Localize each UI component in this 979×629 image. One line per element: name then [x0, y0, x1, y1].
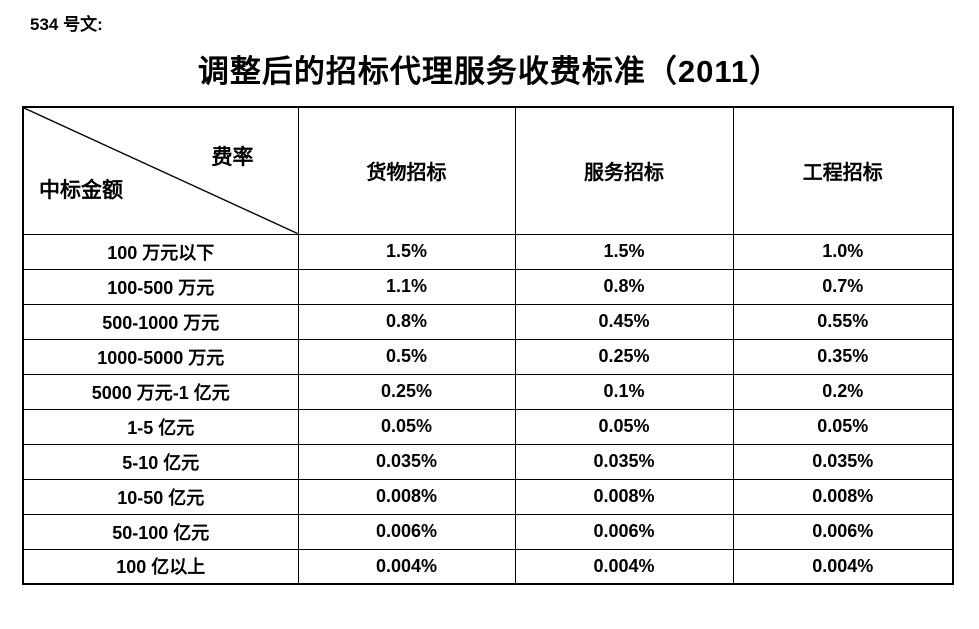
table-row: 5-10 亿元 0.035% 0.035% 0.035%	[22, 443, 954, 480]
rate-cell: 0.004%	[732, 548, 954, 585]
amount-tier-cell: 1000-5000 万元	[22, 338, 299, 375]
amount-tier-cell: 500-1000 万元	[22, 303, 299, 340]
table-row: 5000 万元-1 亿元 0.25% 0.1% 0.2%	[22, 373, 954, 410]
corner-label-amount: 中标金额	[39, 178, 123, 202]
rate-cell: 0.035%	[297, 443, 516, 480]
corner-label-rate: 费率	[211, 146, 254, 169]
table-row: 500-1000 万元 0.8% 0.45% 0.55%	[22, 303, 954, 340]
table-row: 100 亿以上 0.004% 0.004% 0.004%	[22, 548, 954, 585]
amount-tier-cell: 100-500 万元	[22, 268, 299, 305]
diagonal-divider-line	[24, 108, 298, 234]
table-row: 100 万元以下 1.5% 1.5% 1.0%	[22, 233, 954, 270]
rate-cell: 0.55%	[732, 303, 954, 340]
diagonal-header-cell: 费率 中标金额	[22, 106, 299, 235]
amount-tier-cell: 10-50 亿元	[22, 478, 299, 515]
table-row: 1-5 亿元 0.05% 0.05% 0.05%	[22, 408, 954, 445]
rate-cell: 0.035%	[732, 443, 954, 480]
column-header-services: 服务招标	[514, 106, 734, 235]
rate-cell: 0.006%	[732, 513, 954, 550]
rate-cell: 0.8%	[514, 268, 734, 305]
rate-cell: 0.1%	[514, 373, 734, 410]
table-row: 10-50 亿元 0.008% 0.008% 0.008%	[22, 478, 954, 515]
rate-cell: 0.05%	[297, 408, 516, 445]
table-row: 1000-5000 万元 0.5% 0.25% 0.35%	[22, 338, 954, 375]
amount-tier-cell: 50-100 亿元	[22, 513, 299, 550]
rate-cell: 1.5%	[514, 233, 734, 270]
rate-cell: 0.35%	[732, 338, 954, 375]
rate-cell: 0.008%	[732, 478, 954, 515]
column-header-goods: 货物招标	[297, 106, 516, 235]
rate-cell: 0.5%	[297, 338, 516, 375]
rate-cell: 0.008%	[514, 478, 734, 515]
amount-tier-cell: 100 亿以上	[22, 548, 299, 585]
rate-cell: 1.1%	[297, 268, 516, 305]
table-row: 50-100 亿元 0.006% 0.006% 0.006%	[22, 513, 954, 550]
amount-tier-cell: 5-10 亿元	[22, 443, 299, 480]
rate-cell: 0.035%	[514, 443, 734, 480]
rate-cell: 0.25%	[297, 373, 516, 410]
rate-cell: 0.7%	[732, 268, 954, 305]
document-number-label: 534 号文:	[30, 15, 103, 34]
rate-cell: 0.004%	[297, 548, 516, 585]
rate-cell: 0.05%	[732, 408, 954, 445]
column-header-engineering: 工程招标	[732, 106, 954, 235]
rate-cell: 0.45%	[514, 303, 734, 340]
rate-cell: 0.25%	[514, 338, 734, 375]
page-title: 调整后的招标代理服务收费标准（2011）	[197, 54, 782, 89]
rate-cell: 0.008%	[297, 478, 516, 515]
rate-cell: 0.006%	[297, 513, 516, 550]
amount-tier-cell: 100 万元以下	[22, 233, 299, 270]
fee-rate-table: 费率 中标金额 货物招标 服务招标 工程招标 100 万元以下 1.5% 1.5…	[22, 106, 954, 585]
table-header-row: 费率 中标金额 货物招标 服务招标 工程招标	[22, 106, 954, 235]
amount-tier-cell: 5000 万元-1 亿元	[22, 373, 299, 410]
rate-cell: 0.006%	[514, 513, 734, 550]
rate-cell: 0.2%	[732, 373, 954, 410]
rate-cell: 0.05%	[514, 408, 734, 445]
amount-tier-cell: 1-5 亿元	[22, 408, 299, 445]
rate-cell: 1.0%	[732, 233, 954, 270]
rate-cell: 0.004%	[514, 548, 734, 585]
rate-cell: 1.5%	[297, 233, 516, 270]
table-row: 100-500 万元 1.1% 0.8% 0.7%	[22, 268, 954, 305]
rate-cell: 0.8%	[297, 303, 516, 340]
